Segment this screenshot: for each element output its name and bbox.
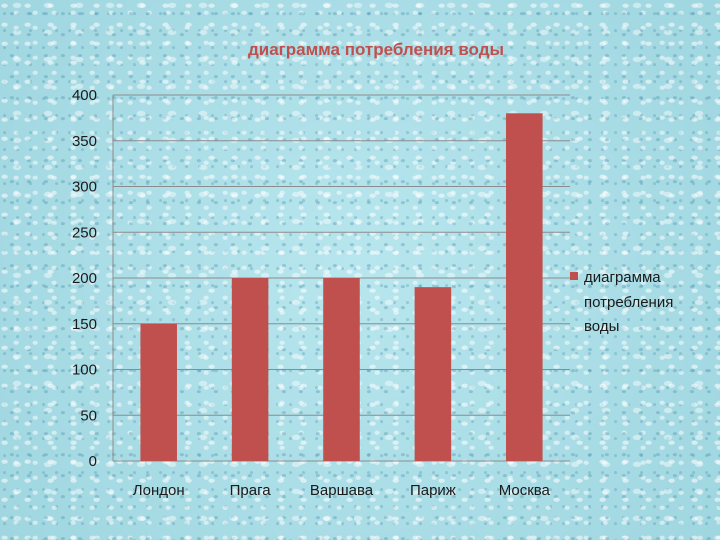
y-tick-label: 350 [72, 133, 97, 150]
bar-2 [231, 278, 269, 461]
bar-1 [140, 323, 177, 461]
y-tick-label: 100 [72, 362, 97, 379]
x-category-label: Прага [230, 482, 272, 499]
x-category-label: Москва [499, 482, 551, 499]
bar-4 [414, 287, 452, 461]
y-axis-ticks: 0 50 100 150 200 250 300 350 400 [72, 87, 97, 470]
x-category-label: Париж [410, 482, 456, 499]
y-tick-label: 250 [72, 224, 97, 241]
legend-swatch [570, 272, 578, 280]
bar-3 [323, 278, 360, 461]
x-category-label: Варшава [310, 482, 374, 499]
legend-line-2: потребления [584, 294, 673, 311]
y-tick-label: 200 [72, 270, 97, 287]
legend-line-3: воды [584, 318, 619, 335]
x-axis-labels: Лондон Прага Варшава Париж Москва [133, 482, 551, 499]
y-tick-label: 400 [72, 87, 97, 104]
x-category-label: Лондон [133, 482, 185, 499]
y-tick-label: 150 [72, 316, 97, 333]
chart-title: диаграмма потребления воды [248, 40, 504, 59]
legend: диаграмма потребления воды [570, 269, 673, 335]
legend-line-1: диаграмма [584, 269, 661, 286]
y-tick-label: 300 [72, 179, 97, 196]
bar-5 [506, 113, 543, 462]
y-tick-label: 50 [80, 407, 97, 424]
y-tick-label: 0 [89, 453, 97, 470]
bars [140, 113, 543, 462]
